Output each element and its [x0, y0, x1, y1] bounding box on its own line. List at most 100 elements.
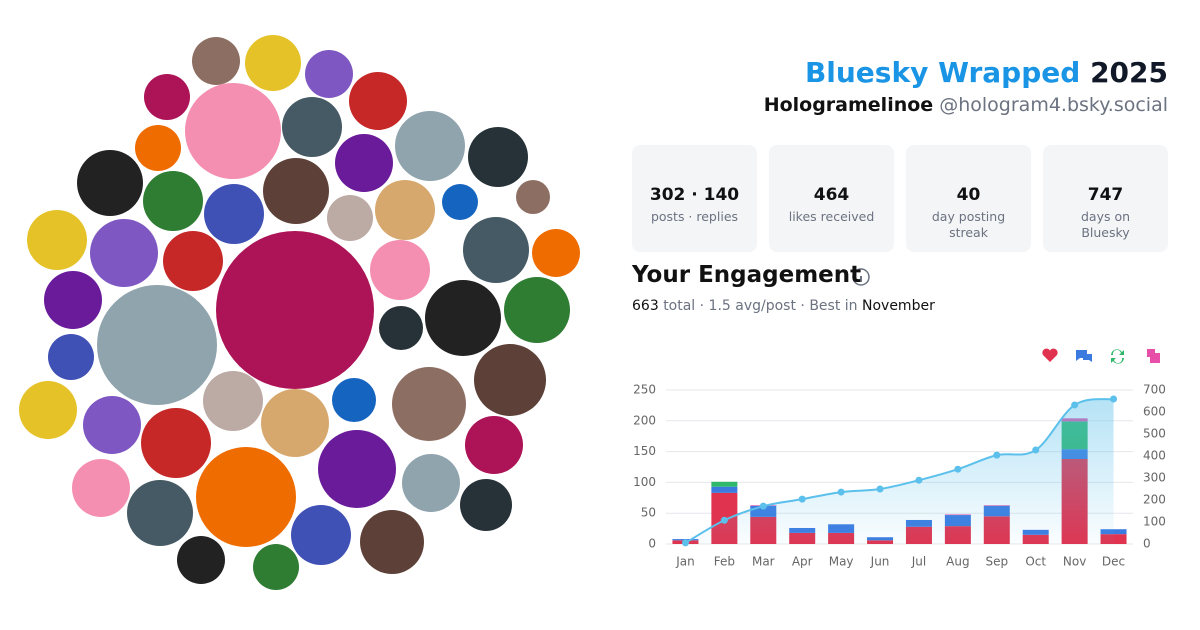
title: Bluesky Wrapped 2025 — [805, 56, 1168, 89]
avatar[interactable] — [143, 171, 203, 231]
stat-value: 302 · 140 — [649, 185, 740, 205]
avatar[interactable] — [263, 158, 329, 224]
avatar[interactable] — [185, 83, 281, 179]
avatar[interactable] — [395, 111, 465, 181]
avatar[interactable] — [327, 195, 373, 241]
line-point — [798, 495, 806, 503]
avatar[interactable] — [192, 37, 240, 85]
line-point — [876, 485, 884, 493]
line-point — [759, 502, 767, 510]
avatar[interactable] — [402, 454, 460, 512]
stat-card: 464 likes received — [769, 145, 894, 252]
legend-icon[interactable] — [1042, 348, 1058, 362]
stat-label: days on Bluesky — [1080, 209, 1131, 240]
avatar[interactable] — [463, 217, 529, 283]
avatar[interactable] — [216, 231, 374, 389]
avatar[interactable] — [392, 367, 466, 441]
x-tick-label: Sep — [985, 555, 1008, 569]
avatar[interactable] — [379, 306, 423, 350]
avatar[interactable] — [460, 479, 512, 531]
avatar[interactable] — [261, 389, 329, 457]
avatar[interactable] — [144, 74, 190, 120]
y2-tick-label: 500 — [1143, 427, 1166, 441]
stat-label: likes received — [788, 209, 875, 224]
avatar[interactable] — [291, 505, 351, 565]
profile: Hologramelinoe @hologram4.bsky.social — [764, 94, 1168, 116]
avatar[interactable] — [97, 285, 217, 405]
avatar[interactable] — [474, 344, 546, 416]
legend-icon[interactable] — [1076, 350, 1092, 362]
info-icon-stem — [860, 276, 862, 282]
y2-tick-label: 200 — [1143, 493, 1166, 507]
x-tick-label: Feb — [714, 555, 735, 569]
avatar[interactable] — [48, 334, 94, 380]
avatar[interactable] — [196, 447, 296, 547]
x-tick-label: Nov — [1063, 555, 1086, 569]
avatar[interactable] — [360, 510, 424, 574]
stat-card: 40 day posting streak — [906, 145, 1031, 252]
info-icon[interactable] — [852, 268, 870, 286]
avatar[interactable] — [203, 371, 263, 431]
line-point — [915, 476, 923, 484]
avatar[interactable] — [141, 408, 211, 478]
avatar[interactable] — [163, 231, 223, 291]
avatar[interactable] — [83, 396, 141, 454]
avatar[interactable] — [349, 72, 407, 130]
y2-tick-label: 400 — [1143, 449, 1166, 463]
avatar[interactable] — [19, 381, 77, 439]
avatar[interactable] — [245, 35, 301, 91]
legend-icon[interactable] — [1111, 349, 1124, 364]
avatar[interactable] — [468, 127, 528, 187]
engagement-chart: 0 50 100 150 200 250 0 100 200 300 400 500 600 700 Jan… — [633, 383, 1166, 569]
avatar[interactable] — [282, 97, 342, 157]
legend — [1042, 348, 1160, 364]
avatar[interactable] — [375, 180, 435, 240]
x-tick-label: Jul — [911, 555, 926, 569]
legend-icon[interactable] — [1147, 349, 1160, 363]
avatar[interactable] — [90, 219, 158, 287]
avatar[interactable] — [442, 184, 478, 220]
cumulative-area — [685, 399, 1114, 544]
y-tick-label: 150 — [633, 444, 656, 458]
y-tick-label: 200 — [633, 413, 656, 427]
avatar[interactable] — [516, 180, 550, 214]
avatar[interactable] — [77, 150, 143, 216]
avatar[interactable] — [72, 459, 130, 517]
y2-tick-label: 100 — [1143, 515, 1166, 529]
line-point — [993, 451, 1001, 459]
x-tick-label: Aug — [946, 555, 969, 569]
avatar[interactable] — [127, 480, 193, 546]
avatar[interactable] — [204, 184, 264, 244]
avatar[interactable] — [335, 134, 393, 192]
avatar[interactable] — [318, 430, 396, 508]
x-tick-label: Jun — [870, 555, 890, 569]
y2-tick-label: 700 — [1143, 383, 1166, 397]
avatar[interactable] — [465, 416, 523, 474]
stat-value: 747 — [1087, 185, 1124, 205]
avatar[interactable] — [504, 277, 570, 343]
avatar[interactable] — [27, 210, 87, 270]
y2-tick-label: 600 — [1143, 405, 1166, 419]
x-tick-label: Apr — [792, 555, 813, 569]
avatar[interactable] — [305, 50, 353, 98]
avatar[interactable] — [532, 229, 580, 277]
avatar[interactable] — [177, 536, 225, 584]
avatar[interactable] — [44, 271, 102, 329]
stat-value: 40 — [956, 185, 981, 205]
avatar[interactable] — [135, 125, 181, 171]
best-month: November — [862, 298, 935, 314]
year: 2025 — [1090, 56, 1168, 89]
line-point — [837, 488, 845, 496]
x-tick-label: Oct — [1025, 555, 1046, 569]
avatar[interactable] — [253, 544, 299, 590]
avatar[interactable] — [332, 378, 376, 422]
line-point — [1032, 446, 1040, 454]
avatar[interactable] — [425, 280, 501, 356]
avatar[interactable] — [370, 240, 430, 300]
handle: @hologram4.bsky.social — [939, 94, 1168, 116]
section-title: Your Engagement — [632, 262, 862, 288]
line-point — [720, 516, 728, 524]
y2-tick-label: 300 — [1143, 471, 1166, 485]
